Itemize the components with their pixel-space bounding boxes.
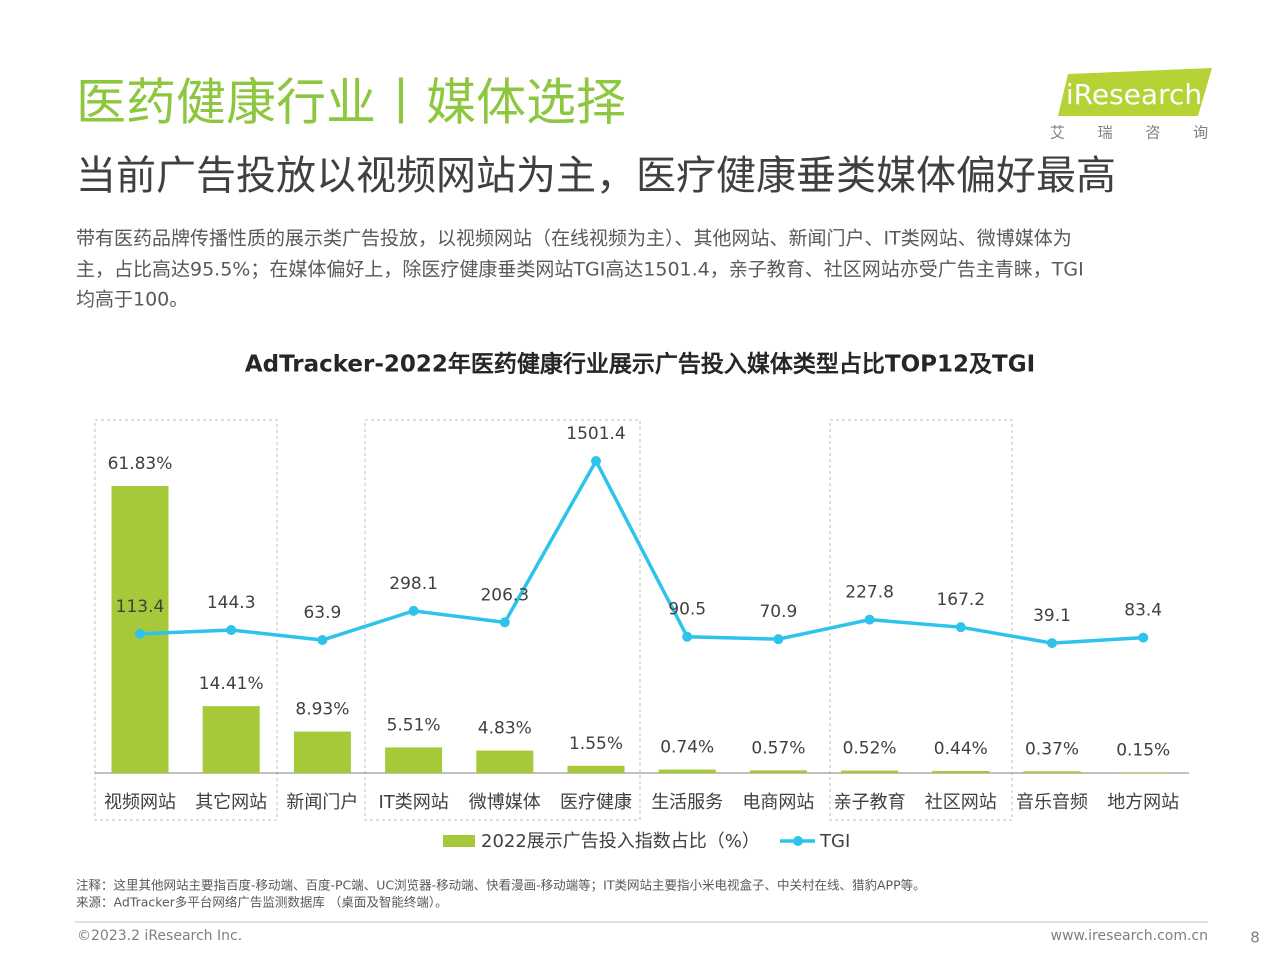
bar — [932, 770, 990, 773]
chart-title: AdTracker-2022年医药健康行业展示广告投入媒体类型占比TOP12及T… — [245, 351, 1035, 378]
x-tick-label: 社区网站 — [925, 792, 997, 813]
legend-label: 2022展示广告投入指数占比（%） — [481, 831, 760, 852]
line-label: 39.1 — [1033, 606, 1071, 626]
x-tick-label: 视频网站 — [104, 792, 176, 813]
highlight-boxes — [94, 419, 1013, 821]
note: 注释：这里其他网站主要指百度-移动端、百度-PC端、UC浏览器-移动端、快看漫画… — [76, 878, 926, 893]
x-tick-label: 新闻门户 — [286, 792, 358, 813]
line-point — [1138, 632, 1149, 643]
bar — [1023, 771, 1081, 773]
bar-label: 61.83% — [108, 454, 173, 474]
x-tick-label: 其它网站 — [195, 792, 267, 813]
line-label: 1501.4 — [566, 424, 625, 444]
description-line: 带有医药品牌传播性质的展示类广告投放，以视频网站（在线视频为主）、其他网站、新闻… — [76, 228, 1072, 250]
x-tick-label: IT类网站 — [378, 792, 448, 813]
logo-cn: 艾 瑞 咨 询 — [1050, 124, 1222, 142]
x-tick-label: 地方网站 — [1107, 792, 1179, 813]
bar — [658, 769, 716, 773]
bar — [1114, 772, 1172, 773]
x-tick-label: 电商网站 — [742, 792, 814, 813]
line-point — [773, 634, 784, 645]
bar — [749, 770, 807, 773]
line-point — [317, 635, 328, 646]
line — [139, 457, 1144, 645]
highlight-box — [364, 419, 641, 821]
copyright: ©2023.2 iResearch Inc. — [77, 928, 242, 944]
line-point — [408, 605, 419, 616]
bar-label: 4.83% — [478, 719, 532, 739]
highlight-box — [829, 419, 1013, 821]
line-label: 227.8 — [845, 583, 894, 603]
slide-subtitle: 当前广告投放以视频网站为主，医疗健康垂类媒体偏好最高 — [76, 153, 1116, 199]
bar — [567, 765, 625, 773]
line-label: 298.1 — [389, 574, 438, 594]
logo-name: iResearch — [1066, 78, 1202, 111]
line-label: 206.3 — [480, 585, 529, 605]
bar-label: 8.93% — [295, 700, 349, 720]
legend-swatch — [793, 836, 803, 846]
bar-label: 0.44% — [934, 739, 988, 759]
line-point — [682, 631, 693, 642]
line-point — [135, 628, 145, 639]
line-point — [226, 625, 237, 636]
bar — [841, 770, 899, 773]
bar-label: 0.15% — [1116, 740, 1170, 760]
bar — [476, 750, 534, 773]
x-tick-label: 医疗健康 — [560, 792, 632, 813]
line-point — [499, 617, 510, 628]
url: www.iresearch.com.cn — [1051, 928, 1208, 944]
legend-label: TGI — [819, 831, 850, 852]
line-label: 90.5 — [668, 600, 706, 620]
legend-swatch — [443, 835, 475, 847]
line-label: 70.9 — [759, 602, 797, 622]
bar-label: 0.52% — [843, 739, 897, 759]
line-point — [864, 614, 875, 625]
note: 来源：AdTracker多平台网络广告监测数据库 （桌面及智能终端）。 — [76, 895, 448, 910]
line-label: 83.4 — [1124, 601, 1162, 621]
page-number: 8 — [1250, 929, 1260, 947]
description-line: 主，占比高达95.5%；在媒体偏好上，除医疗健康垂类网站TGI高达1501.4，… — [76, 259, 1084, 281]
line-label: 113.4 — [116, 597, 165, 617]
description-line: 均高于100。 — [76, 289, 188, 311]
bar — [385, 747, 443, 773]
logo-shape — [1058, 68, 1212, 116]
bar-label: 0.74% — [660, 738, 714, 758]
line-label: 144.3 — [207, 593, 256, 613]
bar-label: 0.37% — [1025, 739, 1079, 759]
x-tick-label: 微博媒体 — [469, 792, 541, 813]
bar — [202, 706, 260, 773]
x-tick-label: 音乐音频 — [1016, 792, 1088, 813]
x-tick-label: 生活服务 — [651, 792, 723, 813]
slide-title: 医药健康行业丨媒体选择 — [76, 74, 626, 132]
bar-label: 14.41% — [199, 674, 264, 694]
line-point — [591, 456, 601, 466]
highlight-box — [94, 419, 278, 821]
bar — [293, 731, 351, 773]
line-label: 63.9 — [303, 603, 341, 623]
bar-label: 1.55% — [569, 734, 623, 754]
x-tick-label: 亲子教育 — [834, 792, 906, 813]
line-label: 167.2 — [936, 590, 985, 610]
line-point — [955, 622, 966, 633]
bar-label: 5.51% — [387, 715, 441, 735]
line-point — [1047, 638, 1057, 649]
bar-label: 0.57% — [751, 738, 805, 758]
